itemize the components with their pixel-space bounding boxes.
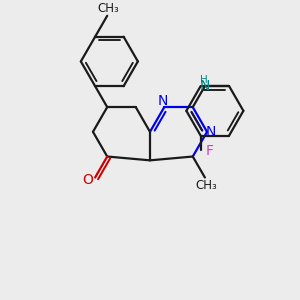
Text: N: N <box>158 94 168 108</box>
Text: CH₃: CH₃ <box>195 179 217 192</box>
Text: N: N <box>199 79 209 93</box>
Text: CH₃: CH₃ <box>98 2 119 15</box>
Text: F: F <box>205 144 213 158</box>
Text: N: N <box>206 125 217 139</box>
Text: O: O <box>82 173 93 188</box>
Text: H: H <box>200 75 208 85</box>
